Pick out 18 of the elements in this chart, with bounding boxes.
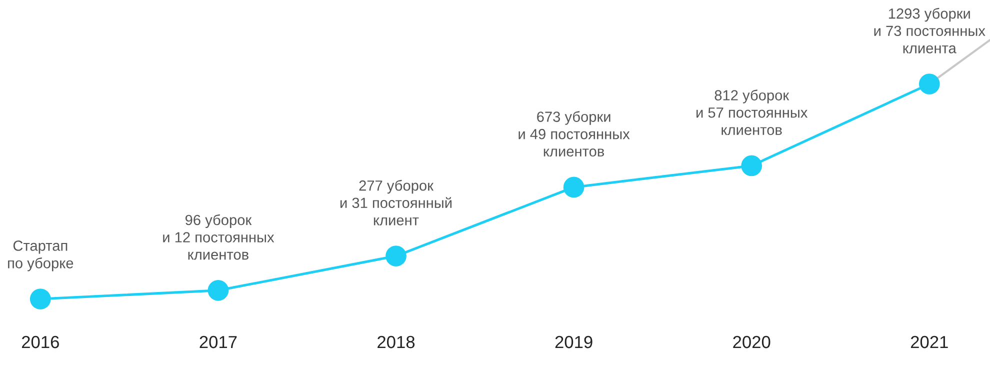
- point: [208, 280, 229, 301]
- point: [563, 176, 584, 198]
- x-tick-label: 2020: [733, 336, 770, 348]
- annotation: 96 уборок и 12 постоянных клиентов: [163, 214, 274, 260]
- x-tick-label: 2018: [378, 336, 415, 348]
- point: [386, 246, 406, 266]
- x-tick-label: 2017: [200, 336, 237, 348]
- annotation: Стартап по уборке: [8, 240, 74, 272]
- annotation: 277 уборок и 31 постоянный клиент: [340, 180, 452, 226]
- point: [741, 155, 762, 176]
- annotation: 812 уборок и 57 постоянных клиентов: [696, 90, 808, 136]
- annotation: 673 уборки и 49 постоянных клиентов: [518, 111, 630, 157]
- x-tick-label: 2021: [910, 336, 948, 348]
- x-tick-label: 2019: [555, 336, 592, 348]
- point: [30, 288, 51, 310]
- annotation: 1293 уборки и 73 постоянных клиента: [874, 8, 986, 54]
- point: [918, 74, 940, 94]
- x-tick-label: 2016: [22, 336, 59, 348]
